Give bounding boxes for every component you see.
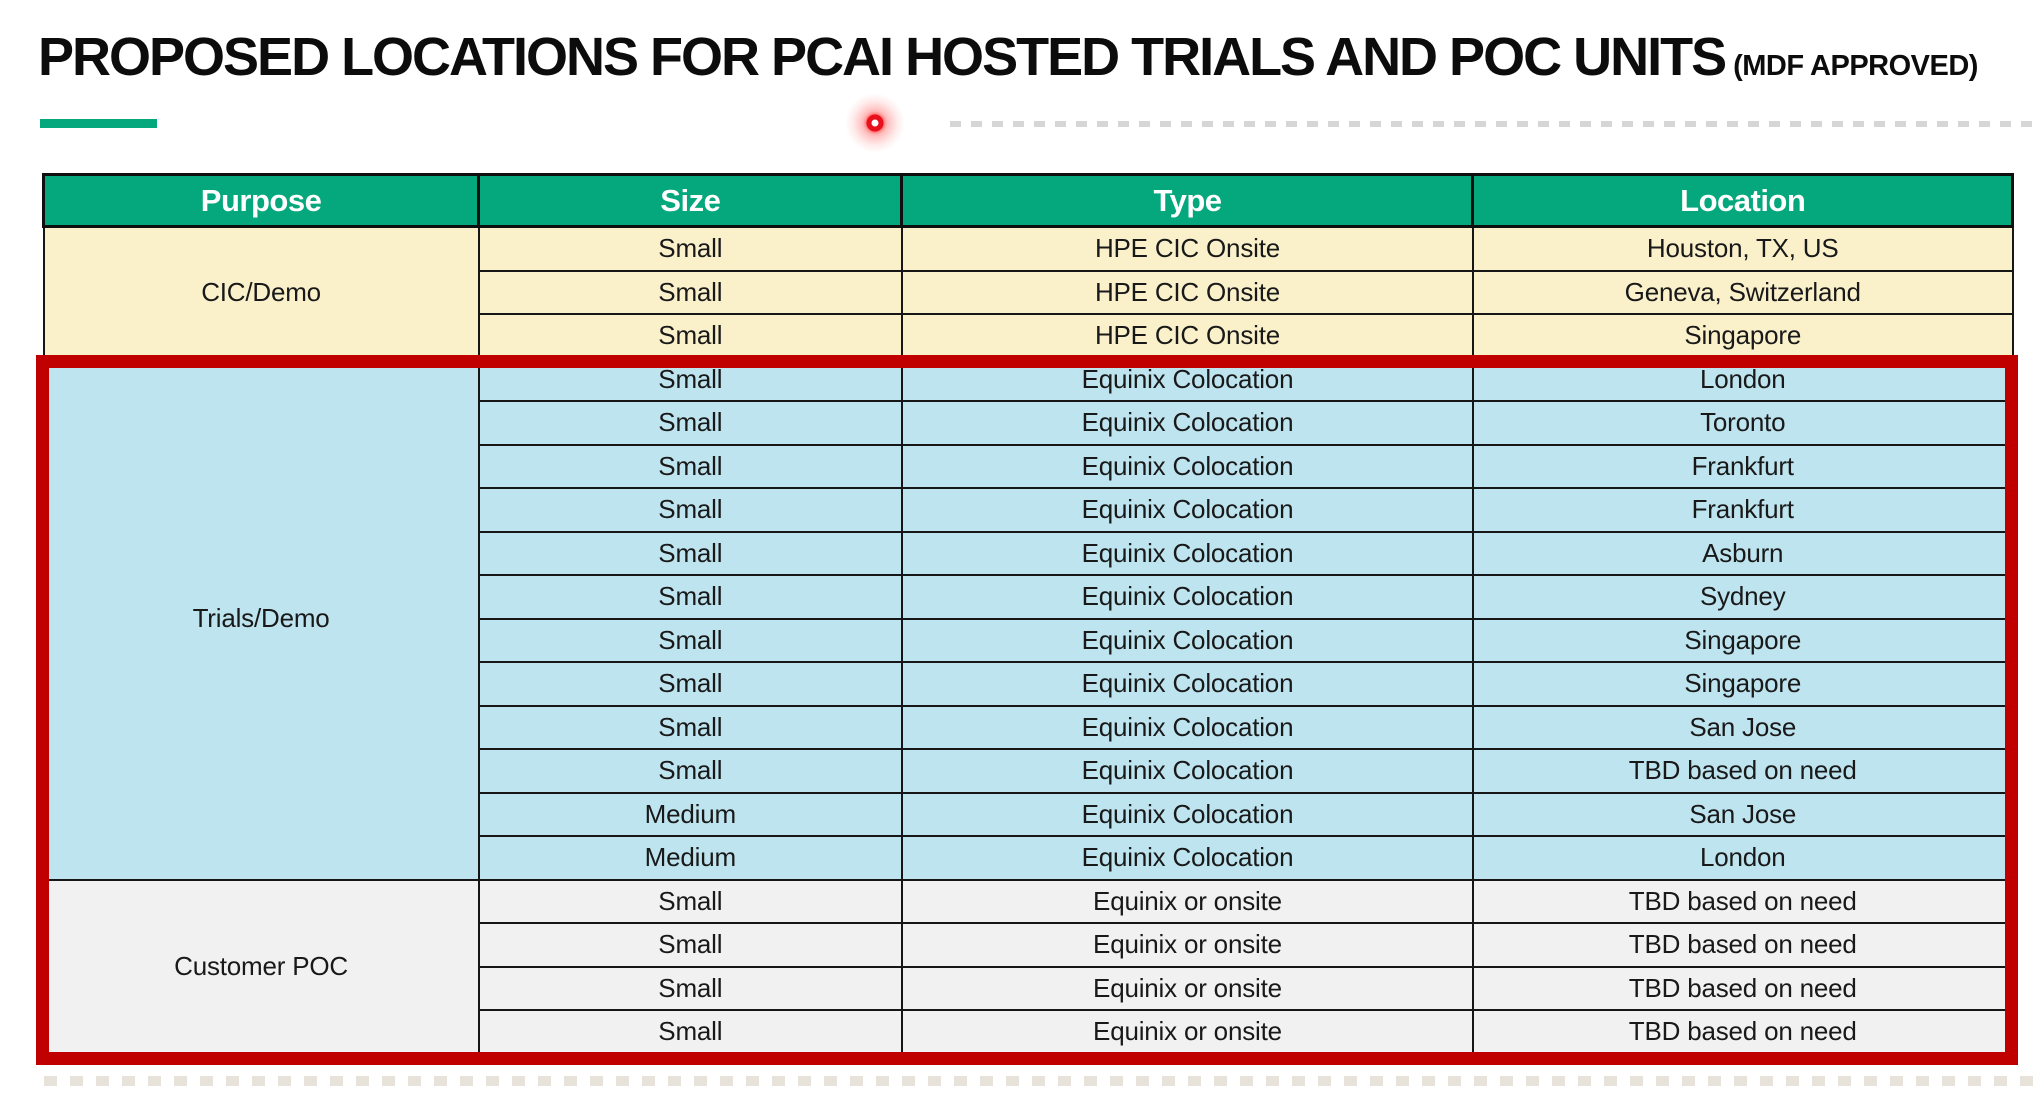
cell-location: San Jose — [1471, 704, 2014, 750]
cell-location: TBD based on need — [1471, 965, 2014, 1011]
table-row: Customer POC Small Equinix or onsite TBD ba… — [42, 878, 2014, 1055]
cell-size: Small — [477, 704, 903, 750]
cell-type: Equinix Colocation — [900, 443, 1474, 489]
header-row: Purpose Size Type Location — [41, 173, 2014, 228]
column-header-purpose: Purpose — [41, 173, 481, 228]
cell-size: Small — [477, 356, 903, 402]
cell-size: Small — [477, 878, 903, 924]
cell-size: Small — [477, 965, 903, 1011]
cell-size: Small — [477, 922, 903, 968]
cell-location: TBD based on need — [1471, 1009, 2014, 1055]
cell-size: Small — [477, 574, 903, 620]
table-row: Small Equinix Colocation TBD based on need — [44, 748, 2014, 794]
cell-type: Equinix Colocation — [900, 487, 1474, 533]
compression-artifact-dashes-top — [950, 121, 2040, 127]
table-row: Small Equinix Colocation Sydney — [44, 574, 2014, 620]
cell-type: Equinix Colocation — [900, 661, 1474, 707]
cell-size: Medium — [477, 835, 903, 881]
table-row: Small Equinix Colocation Toronto — [44, 400, 2014, 446]
cell-type: Equinix Colocation — [900, 748, 1474, 794]
locations-table-body: CIC/Demo Small HPE CIC Onsite Houston, TX, … — [42, 225, 2014, 1055]
cell-location: Houston, TX, US — [1471, 225, 2014, 272]
cell-size: Small — [477, 487, 903, 533]
column-header-size: Size — [477, 173, 904, 228]
table-row: Medium Equinix Colocation London — [44, 835, 2014, 881]
column-header-location: Location — [1471, 173, 2014, 228]
table-row: Small Equinix Colocation Frankfurt — [44, 487, 2014, 533]
cell-type: Equinix Colocation — [900, 574, 1474, 620]
table-row: CIC/Demo Small HPE CIC Onsite Houston, TX, … — [42, 225, 2014, 359]
page-title-badge: (MDF APPROVED) — [1733, 50, 1978, 82]
cell-location: TBD based on need — [1471, 748, 2014, 794]
cell-purpose: CIC/Demo — [42, 225, 480, 359]
compression-artifact-dashes-bottom — [44, 1076, 2040, 1086]
cell-type: Equinix Colocation — [900, 704, 1474, 750]
cell-type: Equinix Colocation — [900, 617, 1474, 663]
cell-size: Medium — [477, 791, 903, 837]
cell-location: TBD based on need — [1471, 878, 2014, 924]
cell-purpose: Customer POC — [42, 878, 480, 1055]
cell-location: Singapore — [1471, 313, 2014, 359]
cell-type: Equinix Colocation — [900, 791, 1474, 837]
table-row: Small Equinix Colocation Frankfurt — [44, 443, 2014, 489]
table-row: Small Equinix or onsite TBD based on need — [44, 965, 2014, 1011]
page-title: PROPOSED LOCATIONS FOR PCAI HOSTED TRIAL… — [38, 26, 1978, 88]
cell-size: Small — [477, 443, 903, 489]
cell-type: Equinix Colocation — [900, 530, 1474, 576]
cell-type: Equinix Colocation — [900, 400, 1474, 446]
cell-purpose: Trials/Demo — [42, 356, 480, 881]
cell-location: TBD based on need — [1471, 922, 2014, 968]
cell-location: Frankfurt — [1471, 443, 2014, 489]
cell-size: Small — [477, 400, 903, 446]
cell-type: Equinix or onsite — [900, 965, 1474, 1011]
cell-type: HPE CIC Onsite — [900, 269, 1474, 315]
cell-location: Sydney — [1471, 574, 2014, 620]
column-header-type: Type — [900, 173, 1475, 228]
cell-type: HPE CIC Onsite — [900, 313, 1474, 359]
cell-type: Equinix or onsite — [900, 878, 1474, 924]
cell-type: Equinix Colocation — [900, 356, 1474, 402]
table-row: Small HPE CIC Onsite Geneva, Switzerland — [44, 269, 2014, 315]
cell-type: Equinix or onsite — [900, 922, 1474, 968]
cell-size: Small — [477, 1009, 903, 1055]
cell-location: San Jose — [1471, 791, 2014, 837]
cell-size: Small — [477, 530, 903, 576]
table-row: Small Equinix Colocation Asburn — [44, 530, 2014, 576]
table-row: Small Equinix Colocation Singapore — [44, 617, 2014, 663]
cell-size: Small — [477, 748, 903, 794]
cell-size: Small — [477, 269, 903, 315]
cell-size: Small — [477, 225, 903, 272]
cell-location: Singapore — [1471, 617, 2014, 663]
cell-location: Singapore — [1471, 661, 2014, 707]
table-row: Medium Equinix Colocation San Jose — [44, 791, 2014, 837]
table-row: Small Equinix Colocation San Jose — [44, 704, 2014, 750]
cell-type: HPE CIC Onsite — [900, 225, 1474, 272]
title-accent-bar — [40, 119, 157, 128]
table-row: Small Equinix or onsite TBD based on need — [44, 922, 2014, 968]
cell-type: Equinix or onsite — [900, 1009, 1474, 1055]
cell-location: Toronto — [1471, 400, 2014, 446]
table-row: Small Equinix Colocation Singapore — [44, 661, 2014, 707]
cell-size: Small — [477, 313, 903, 359]
locations-table: Purpose Size Type Location CIC/Demo Small… — [41, 173, 2014, 1055]
cell-size: Small — [477, 661, 903, 707]
cell-type: Equinix Colocation — [900, 835, 1474, 881]
page-title-text: PROPOSED LOCATIONS FOR PCAI HOSTED TRIAL… — [38, 27, 1727, 87]
cell-location: London — [1471, 356, 2014, 402]
cell-size: Small — [477, 617, 903, 663]
locations-table-container: Purpose Size Type Location CIC/Demo Small… — [41, 173, 2014, 1055]
table-row: Small HPE CIC Onsite Singapore — [44, 313, 2014, 359]
cell-location: Asburn — [1471, 530, 2014, 576]
cell-location: Frankfurt — [1471, 487, 2014, 533]
laser-pointer-dot — [845, 93, 905, 153]
cell-location: Geneva, Switzerland — [1471, 269, 2014, 315]
cell-location: London — [1471, 835, 2014, 881]
table-row: Trials/Demo Small Equinix Colocation London — [42, 356, 2014, 881]
